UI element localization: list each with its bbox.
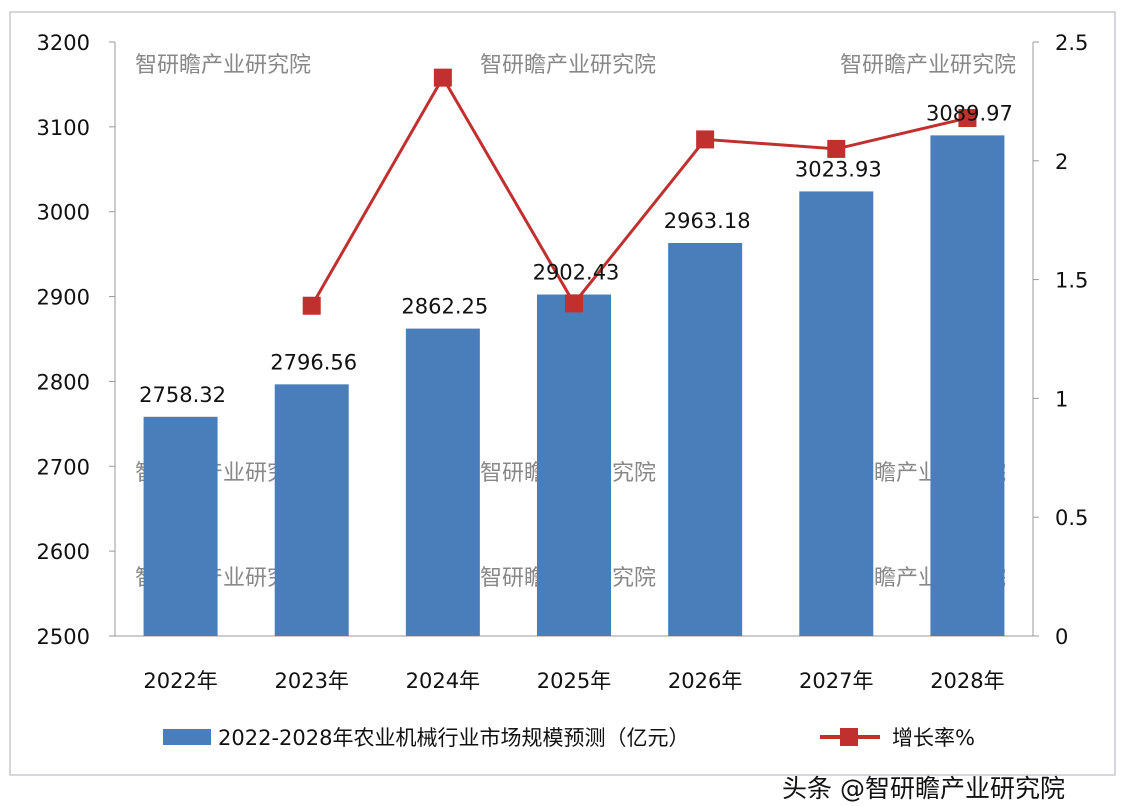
bar-data-label: 3023.93 [795,157,882,181]
bar [799,191,874,637]
y-left-tick-label: 2800 [37,370,90,394]
y-right-tick-label: 1 [1055,387,1068,411]
growth-marker [827,139,846,158]
y-right-tick-label: 0 [1055,625,1068,649]
y-left-tick-label: 3000 [37,201,90,225]
bar-data-label: 2862.25 [401,295,488,319]
bar-data-label: 2758.32 [139,383,226,407]
growth-line [310,74,968,307]
watermark-text: 智研瞻产业研究院 [480,53,656,78]
x-tick-label: 2023年 [274,669,348,693]
source-watermark: 头条 @智研瞻产业研究院 [782,774,1065,802]
bar [143,416,218,636]
y-left-tick-label: 2600 [37,540,90,564]
bar-data-label: 2796.56 [270,350,357,374]
x-tick-label: 2026年 [668,669,742,693]
growth-marker [696,130,715,149]
growth-marker [302,296,321,315]
bar [930,135,1005,636]
growth-marker [958,109,977,128]
bar [537,294,611,636]
bar [668,242,743,636]
watermark-text: 智研瞻产业研究院 [135,53,311,78]
x-tick-label: 2027年 [799,669,873,693]
growth-marker [565,294,583,313]
legend: 2022-2028年农业机械行业市场规模预测（亿元） 增长率% [163,726,975,750]
legend-bar-label: 2022-2028年农业机械行业市场规模预测（亿元） [218,726,689,750]
y-left-tick-label: 2900 [37,286,90,310]
x-tick-label: 2024年 [406,669,480,693]
bar [405,328,480,636]
y-left-tick-label: 3200 [37,31,90,55]
bar-data-label: 2902.43 [533,261,620,285]
x-tick-label: 2022年 [143,669,217,693]
y-right-tick-label: 2 [1055,150,1068,174]
growth-marker [433,68,452,87]
y-right-tick-label: 2.5 [1055,31,1088,55]
x-tick-label: 2025年 [537,669,611,693]
legend-line-label: 增长率% [892,726,975,750]
bar-data-label: 3089.97 [926,101,1013,125]
bar-data-label: 2963.18 [664,209,751,233]
y-left-tick-label: 2700 [37,455,90,479]
y-left-tick-label: 3100 [37,116,90,140]
y-right-tick-label: 0.5 [1055,506,1088,530]
y-left-tick-label: 2500 [37,625,90,649]
watermark-text: 智研瞻产业研究院 [840,53,1016,78]
legend-bar-swatch [163,729,211,745]
y-right-tick-label: 1.5 [1055,269,1088,293]
bar [274,384,349,636]
x-tick-label: 2028年 [930,669,1004,693]
legend-line-marker [840,728,858,746]
